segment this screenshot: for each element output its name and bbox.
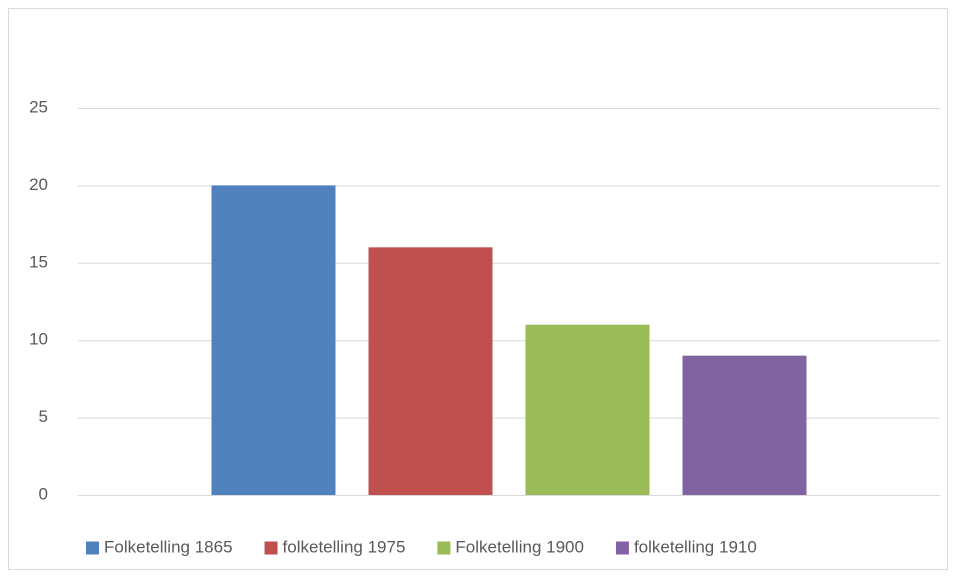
legend-swatch (264, 541, 278, 555)
bar (211, 185, 336, 495)
y-tick-label: 20 (29, 175, 48, 194)
bar (368, 247, 493, 495)
legend-swatch (437, 541, 451, 555)
legend-label: Folketelling 1865 (104, 537, 233, 556)
y-tick-label: 5 (39, 407, 48, 426)
y-tick-label: 15 (29, 252, 48, 271)
y-tick-label: 0 (39, 484, 48, 503)
bar (682, 355, 807, 495)
legend-label: folketelling 1910 (634, 537, 757, 556)
y-tick-label: 10 (29, 330, 48, 349)
bar (525, 324, 650, 495)
y-tick-label: 25 (29, 97, 48, 116)
legend-label: folketelling 1975 (283, 537, 406, 556)
legend-swatch (86, 541, 99, 555)
legend-label: Folketelling 1900 (455, 537, 584, 556)
legend-swatch (615, 541, 629, 555)
